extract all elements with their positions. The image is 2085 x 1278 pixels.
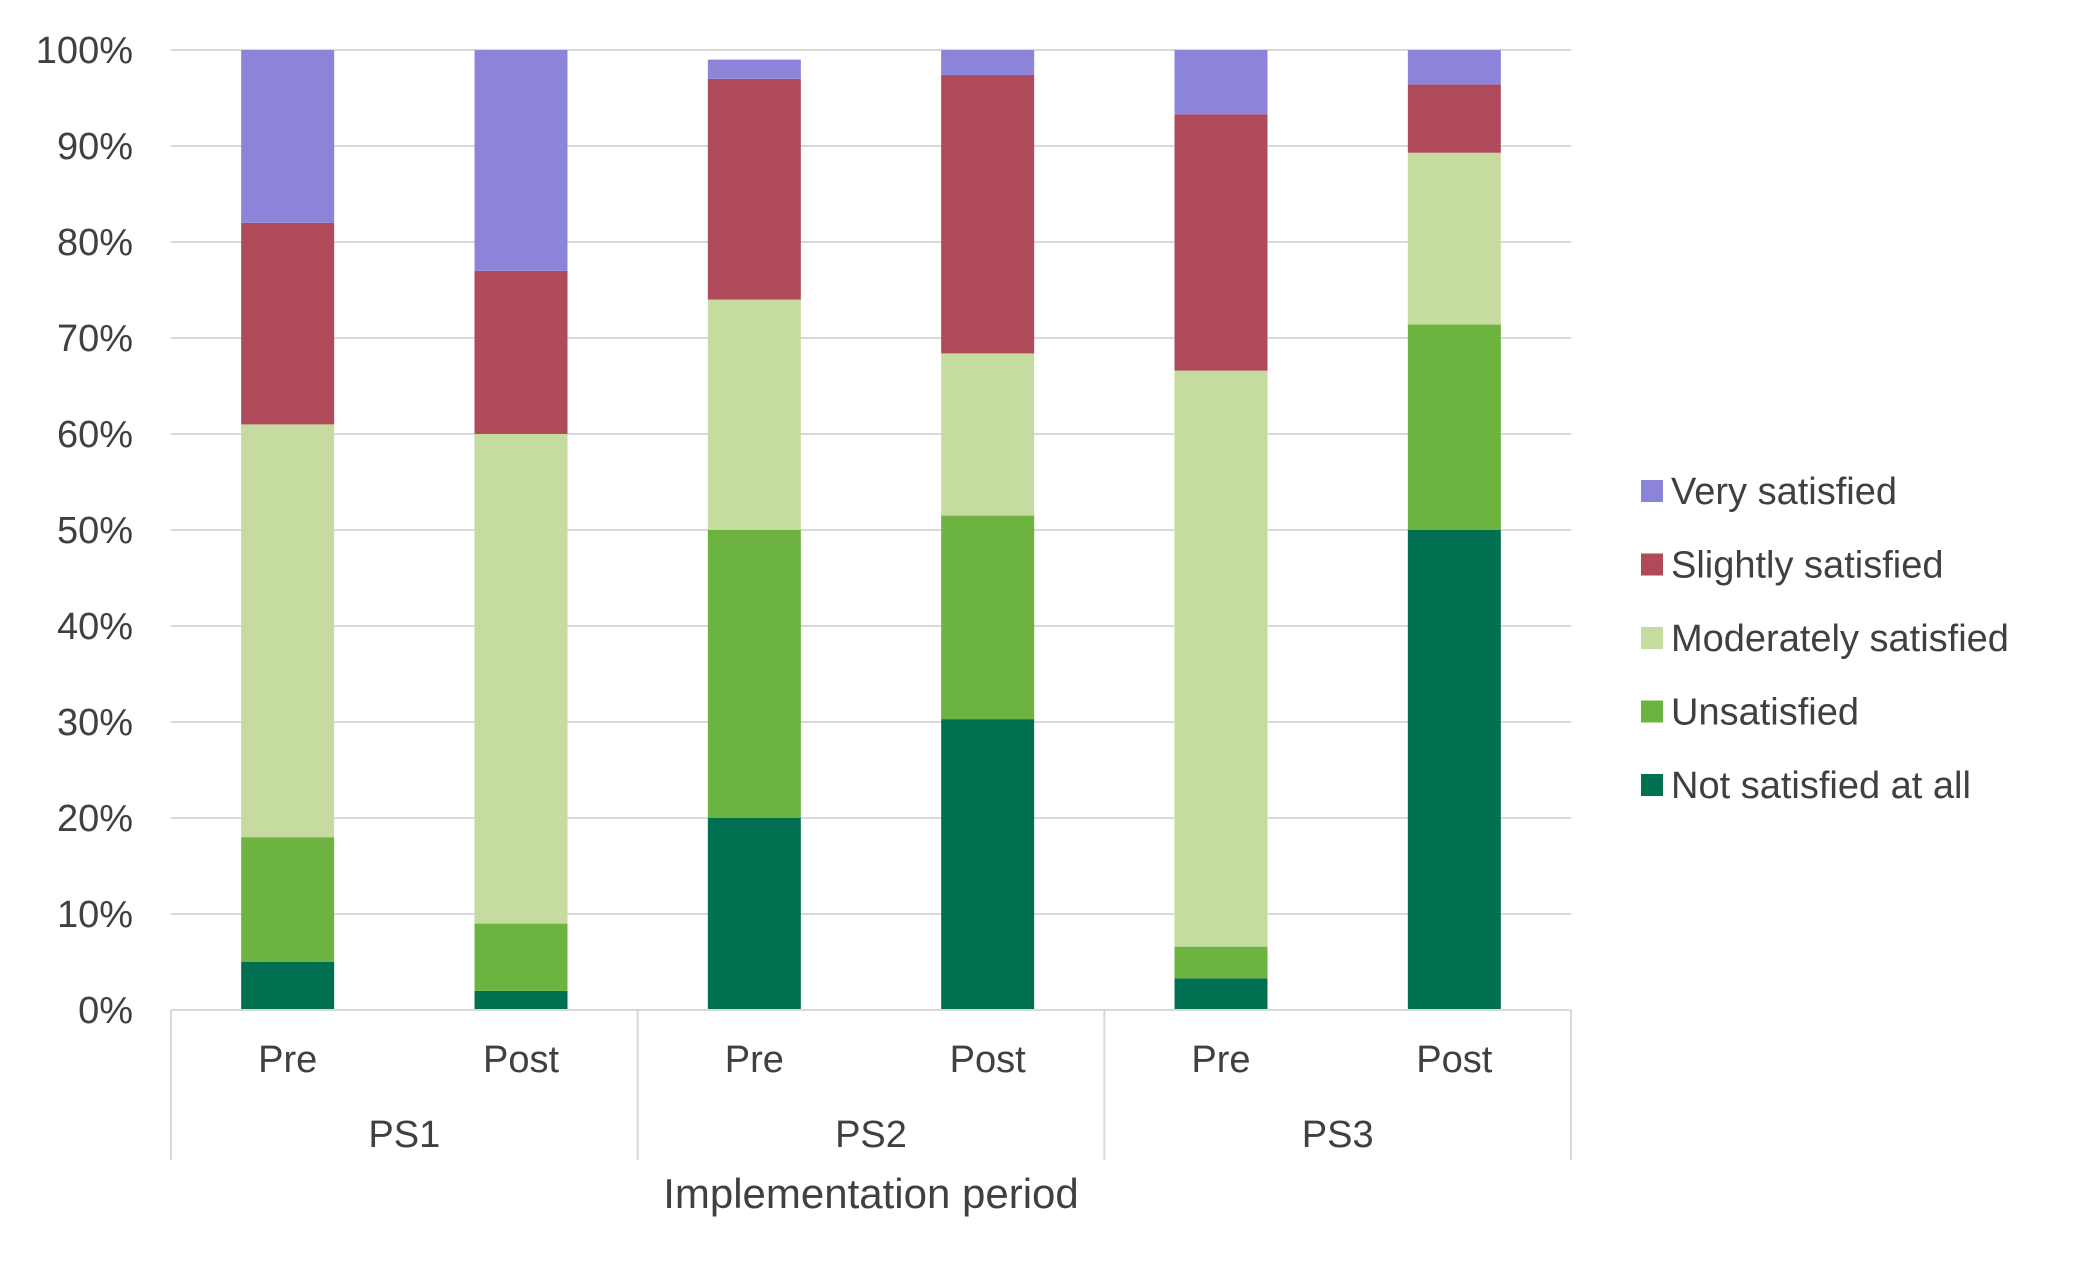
bar-segment	[707, 818, 801, 1010]
bar-segment	[941, 719, 1035, 1010]
bar-segment	[707, 530, 801, 818]
bar-segment	[707, 59, 801, 79]
x-category-label: Post	[483, 1039, 559, 1081]
x-category-label: Post	[1416, 1039, 1492, 1081]
legend-label: Not satisfied at all	[1671, 765, 1971, 807]
legend-swatch	[1641, 627, 1663, 649]
y-tick-label: 50%	[57, 510, 133, 552]
bar-segment	[941, 353, 1035, 516]
x-group-label: PS1	[368, 1114, 440, 1156]
x-axis-title: Implementation period	[663, 1170, 1079, 1217]
y-tick-label: 70%	[57, 318, 133, 360]
bar-segment	[1407, 324, 1501, 530]
bar-segment	[474, 434, 568, 924]
x-category-label: Post	[950, 1039, 1026, 1081]
y-tick-label: 90%	[57, 126, 133, 168]
legend-label: Slightly satisfied	[1671, 545, 1943, 587]
x-category-label: Pre	[725, 1039, 784, 1081]
bar-segment	[1174, 978, 1268, 1010]
y-tick-label: 40%	[57, 606, 133, 648]
y-tick-label: 60%	[57, 414, 133, 456]
bar-segment	[241, 424, 335, 838]
y-tick-label: 30%	[57, 702, 133, 744]
bar-segment	[241, 837, 335, 962]
legend-label: Moderately satisfied	[1671, 618, 2009, 660]
bar-segment	[1407, 530, 1501, 1010]
y-tick-label: 20%	[57, 798, 133, 840]
y-tick-label: 100%	[36, 30, 133, 72]
bar-segment	[1174, 370, 1268, 947]
bar-segment	[941, 74, 1035, 354]
bar-segment	[941, 50, 1035, 75]
bar-segment	[1174, 114, 1268, 371]
y-tick-label: 80%	[57, 222, 133, 264]
bar-segment	[474, 990, 568, 1010]
y-axis-tick-labels: 0% 10% 20% 30% 40% 50% 60% 70% 80% 90% 100%	[36, 30, 133, 1032]
bar-segment	[941, 515, 1035, 720]
bar-segment	[241, 962, 335, 1010]
bar-segment	[474, 50, 568, 271]
legend-swatch	[1641, 480, 1663, 502]
x-axis: Pre Post Pre Post Pre Post PS1 PS2 PS3	[170, 1009, 1572, 1160]
bar-segment	[474, 923, 568, 991]
bar-segment	[1407, 84, 1501, 153]
x-category-label: Pre	[1191, 1039, 1250, 1081]
bar-segment	[241, 222, 335, 425]
bar-segment	[1174, 946, 1268, 979]
legend-label: Very satisfied	[1671, 471, 1897, 513]
legend-swatch	[1641, 774, 1663, 796]
y-tick-label: 0%	[78, 990, 133, 1032]
bar-segment	[474, 270, 568, 434]
legend-swatch	[1641, 700, 1663, 723]
legend-swatch	[1641, 553, 1663, 576]
legend-label: Unsatisfied	[1671, 692, 1859, 734]
x-group-label: PS3	[1302, 1114, 1374, 1156]
bar-segment	[1407, 152, 1501, 325]
bar-segment	[707, 78, 801, 300]
legend: Very satisfied Slightly satisfied Moderate…	[1641, 471, 2009, 807]
bar-segment	[241, 50, 335, 223]
x-category-label: Pre	[258, 1039, 317, 1081]
bar-segment	[1407, 50, 1501, 85]
bars	[241, 50, 1501, 1010]
bar-segment	[1174, 50, 1268, 115]
x-group-label: PS2	[835, 1114, 907, 1156]
bar-segment	[707, 299, 801, 530]
y-tick-label: 10%	[57, 894, 133, 936]
gridlines	[171, 49, 1571, 1011]
